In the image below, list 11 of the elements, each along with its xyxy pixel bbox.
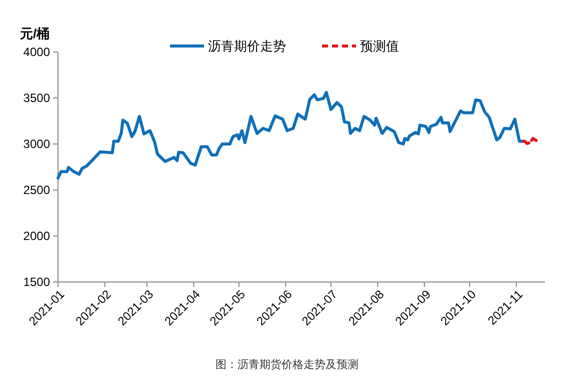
line-series (56, 90, 526, 180)
y-tick-label: 2000 (23, 229, 50, 244)
y-tick-label: 3500 (23, 91, 50, 106)
y-tick-label: 3000 (23, 137, 50, 152)
y-axis-title: 元/桶 (19, 26, 50, 41)
y-tick-label: 4000 (23, 45, 50, 60)
legend-label: 预测值 (360, 38, 399, 54)
y-tick-label: 1500 (23, 275, 50, 290)
text: 图：沥青期货价格走势及预测 (216, 358, 358, 371)
y-tick-label: 2500 (23, 183, 50, 198)
legend-label: 沥青期价走势 (208, 38, 286, 54)
